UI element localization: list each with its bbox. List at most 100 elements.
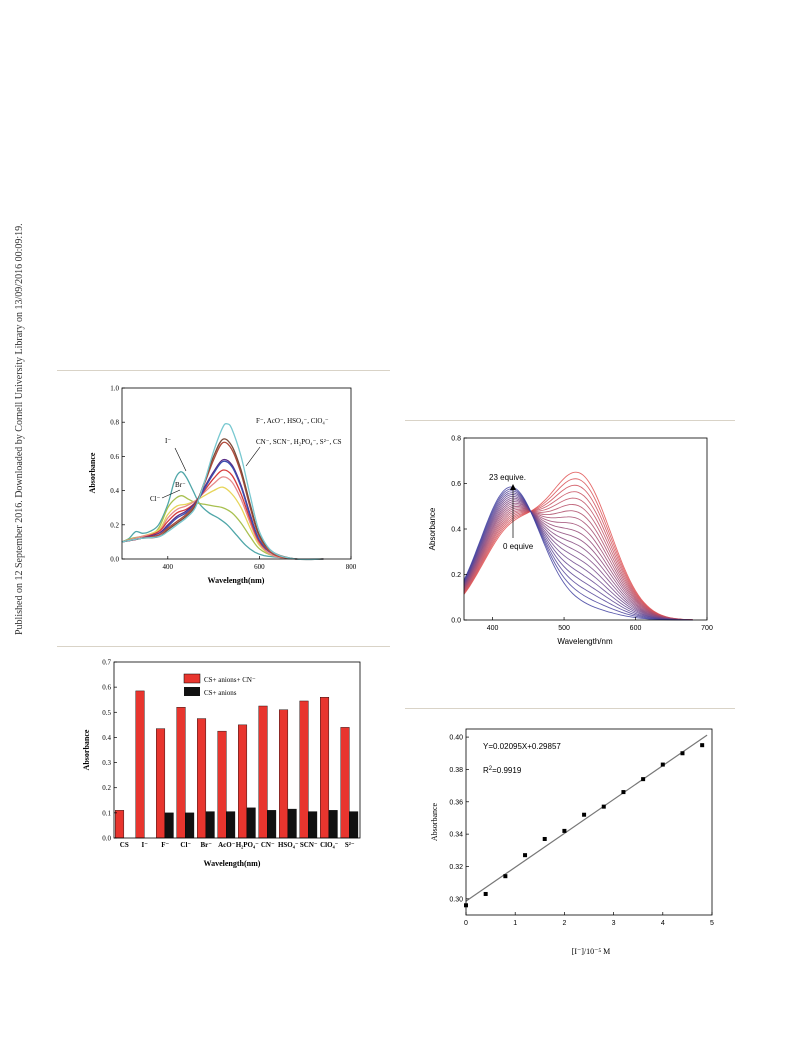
y-tick-label: 0.3 <box>102 759 111 767</box>
bar <box>115 810 125 839</box>
y-tick-label: 0.4 <box>451 527 461 534</box>
x-tick-label: 0 <box>464 920 468 927</box>
y-tick-label: 1.0 <box>110 385 119 393</box>
r-squared: R2=0.9919 <box>483 766 522 775</box>
x-axis-label: Wavelength(nm) <box>204 859 261 868</box>
bar <box>267 810 277 839</box>
figure-a: 400 600 800 0.0 0.2 0.4 0.6 0.8 1.0 Wavelength(n… <box>80 380 380 590</box>
spectrum-line <box>121 441 324 561</box>
bar <box>185 812 195 839</box>
x-tick-label: 500 <box>558 625 570 632</box>
data-point <box>542 836 547 841</box>
bar-chart-c: CS I⁻ F⁻ Cl⁻ Br⁻ AcO⁻ H₂PO₄⁻ CN⁻ HSO₄⁻ SCN⁻ ClO₄⁻ S… <box>82 659 361 868</box>
divider-rule <box>405 708 735 709</box>
y-tick-label: 0.8 <box>451 436 461 443</box>
annotation-group-2: CN⁻, SCN⁻, H₂PO₄⁻, S²⁻, CS <box>256 438 342 446</box>
y-tick-label: 0.6 <box>102 684 111 692</box>
data-point <box>641 777 646 782</box>
y-tick-label: 0.0 <box>102 835 111 843</box>
y-axis-label: Absorbance <box>428 507 437 550</box>
bar <box>164 812 174 839</box>
titration-spectra-chart: 400 500 600 700 0.0 0.2 0.4 0.6 0.8 Wavelength/n… <box>428 436 713 647</box>
annotation-group-1: F⁻, AcO⁻, HSO₄⁻, ClO₄⁻ <box>256 417 329 425</box>
data-point <box>483 891 488 896</box>
x-tick-label: AcO⁻ <box>218 841 236 849</box>
x-tick-label: Br⁻ <box>201 841 213 849</box>
y-tick-label: 0.40 <box>449 735 463 742</box>
y-tick-label: 0.6 <box>110 453 119 461</box>
x-tick-label: 700 <box>701 625 713 632</box>
bar <box>287 808 297 839</box>
fit-line <box>465 734 708 902</box>
annotation-bromide: Br⁻ <box>175 481 186 489</box>
y-tick-label: 0.1 <box>102 809 111 817</box>
y-tick-label: 0.4 <box>110 487 119 495</box>
annotation-iodide: I⁻ <box>165 437 171 445</box>
legend-swatch <box>183 673 201 684</box>
data-point <box>503 874 508 879</box>
annotation-chloride: Cl⁻ <box>150 495 161 503</box>
annotation-pointer <box>161 489 181 499</box>
x-tick-label: H₂PO₄⁻ <box>236 841 259 849</box>
divider-rule <box>405 420 735 421</box>
bar <box>279 709 289 839</box>
spectrum-line <box>121 458 324 561</box>
y-tick-label: 0.36 <box>449 799 463 806</box>
y-tick-label: 0.30 <box>449 896 463 903</box>
x-tick-label: F⁻ <box>161 841 169 849</box>
data-point <box>601 804 606 809</box>
bar <box>176 707 186 839</box>
legend-label: CS+ anions+ CN⁻ <box>204 676 256 684</box>
bar <box>217 730 227 839</box>
x-tick-label: Cl⁻ <box>180 841 191 849</box>
legend-label: CS+ anions <box>204 689 237 697</box>
x-tick-label: 400 <box>487 625 499 632</box>
divider-rule <box>57 646 390 647</box>
x-tick-label: SCN⁻ <box>300 841 318 849</box>
spectrum-line <box>121 469 324 561</box>
annotation-23-equiv: 23 equive. <box>489 473 526 482</box>
titration-spectrum-line <box>463 504 693 621</box>
bar <box>328 810 338 839</box>
y-tick-label: 0.0 <box>451 618 461 625</box>
spectrum-line <box>121 423 324 561</box>
x-tick-label: CS <box>120 841 129 849</box>
y-tick-label: 0.34 <box>449 832 463 839</box>
x-tick-label: 3 <box>612 920 616 927</box>
data-point <box>621 790 626 795</box>
linear-fit-chart: 0 1 2 3 4 5 0.30 0.32 0.34 0.36 0.38 0.40 [I⁻]/10⁻⁵… <box>430 728 714 956</box>
bar <box>258 705 268 839</box>
bar <box>197 718 207 839</box>
plot-frame <box>113 661 361 839</box>
titration-spectrum-line <box>463 492 693 621</box>
y-tick-label: 0.2 <box>102 784 111 792</box>
x-tick-label: 800 <box>346 563 357 571</box>
x-axis-label: [I⁻]/10⁻⁵ M <box>572 947 611 956</box>
y-axis-label: Absorbance <box>82 729 91 770</box>
spectrum-line <box>121 438 324 561</box>
annotation-pointer <box>245 446 261 467</box>
x-tick-label: 600 <box>254 563 265 571</box>
spectrum-line <box>121 476 324 560</box>
bar <box>238 724 248 839</box>
bar <box>349 811 359 839</box>
x-tick-label: 1 <box>513 920 517 927</box>
y-axis-label: Absorbance <box>88 452 97 493</box>
x-tick-label: 600 <box>630 625 642 632</box>
titration-spectrum-line <box>463 499 693 621</box>
y-tick-label: 0.2 <box>451 572 461 579</box>
x-axis-label: Wavelength/nm <box>557 637 613 646</box>
y-tick-label: 0.0 <box>110 556 119 564</box>
x-tick-label: HSO₄⁻ <box>278 841 299 849</box>
data-point <box>523 853 528 858</box>
publication-side-note: Published on 12 September 2016. Download… <box>2 195 25 635</box>
bar <box>246 807 256 839</box>
y-tick-label: 0.2 <box>110 521 119 529</box>
bar <box>308 811 318 839</box>
bar <box>226 811 236 839</box>
annotation-pointer <box>174 447 187 472</box>
legend-swatch <box>184 687 200 696</box>
spectrum-line <box>121 495 324 560</box>
x-axis-label: Wavelength(nm) <box>208 576 265 585</box>
side-note-text: Published on 12 September 2016. Download… <box>14 223 25 635</box>
